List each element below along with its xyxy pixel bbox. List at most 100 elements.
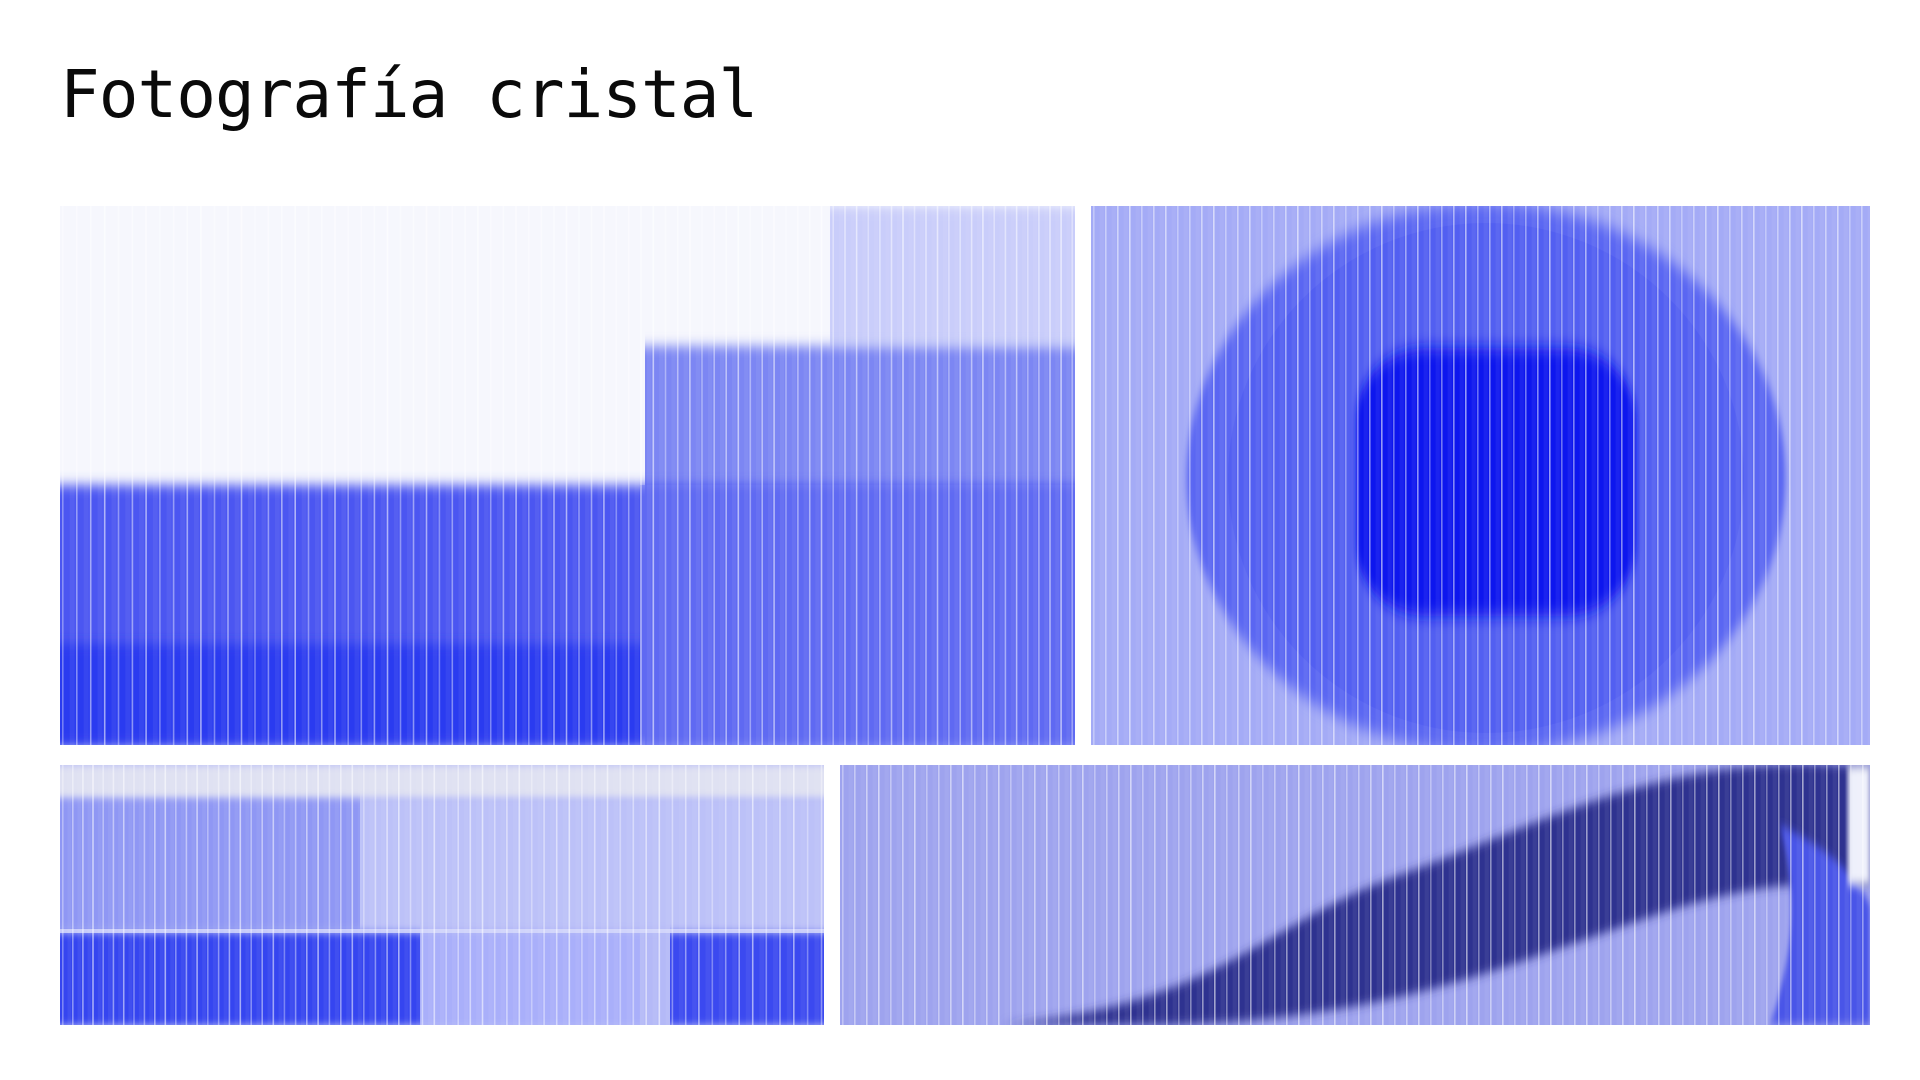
flute-highlight xyxy=(1178,765,1180,1025)
flute-sheen xyxy=(1064,765,1069,1025)
flute-sheen xyxy=(1112,765,1117,1025)
flute-highlight xyxy=(1777,206,1779,745)
flute-sheen xyxy=(1844,765,1849,1025)
flute-sheen xyxy=(992,765,997,1025)
flute-highlight xyxy=(1837,206,1839,745)
flute-sheen xyxy=(745,765,751,1025)
flute-sheen xyxy=(1544,765,1549,1025)
flute-highlight xyxy=(820,206,823,745)
flute-sheen xyxy=(695,206,700,745)
flute-highlight xyxy=(684,765,687,1025)
flute-sheen xyxy=(1604,765,1609,1025)
flute-sheen xyxy=(1795,206,1800,745)
flute-highlight xyxy=(1394,765,1396,1025)
flute-sheen xyxy=(159,765,164,1025)
flute-sheen xyxy=(1231,206,1236,745)
flute-sheen xyxy=(572,206,577,745)
flute-sheen xyxy=(1423,206,1428,745)
flute-highlight xyxy=(1285,206,1287,745)
flute-sheen xyxy=(634,206,639,745)
flute-highlight xyxy=(481,765,484,1025)
flute-sheen xyxy=(659,206,664,745)
flute-highlight xyxy=(671,765,674,1025)
flute-sheen xyxy=(1567,206,1572,745)
flute-sheen xyxy=(1268,765,1273,1025)
flute-highlight xyxy=(1346,765,1348,1025)
flute-highlight xyxy=(412,206,415,745)
flute-highlight xyxy=(175,765,177,1025)
flute-sheen xyxy=(440,765,445,1025)
flute-sheen xyxy=(1055,206,1060,745)
flute-highlight xyxy=(515,206,517,745)
flute-sheen xyxy=(1339,206,1344,745)
flute-sheen xyxy=(1123,206,1128,745)
flute-sheen xyxy=(1867,206,1870,745)
flute-sheen xyxy=(300,765,305,1025)
flute-sheen xyxy=(1207,206,1212,745)
flute-sheen xyxy=(1796,765,1801,1025)
flute-sheen xyxy=(718,765,724,1025)
flute-sheen xyxy=(1160,765,1165,1025)
page-title: Fotografía cristal xyxy=(60,56,758,133)
flute-highlight xyxy=(540,206,543,745)
flute-highlight xyxy=(1046,765,1048,1025)
flute-sheen xyxy=(1483,206,1488,745)
flute-highlight xyxy=(340,765,342,1025)
flute-sheen xyxy=(1316,765,1321,1025)
flute-highlight xyxy=(1118,765,1120,1025)
flute-sheen xyxy=(1712,765,1717,1025)
flute-sheen xyxy=(1531,206,1536,745)
flute-highlight xyxy=(207,765,209,1025)
flute-highlight xyxy=(1093,206,1095,745)
flute-highlight xyxy=(250,765,252,1025)
flute-sheen xyxy=(1580,765,1585,1025)
flute-sheen xyxy=(732,765,737,1025)
flute-sheen xyxy=(69,206,75,745)
flute-sheen xyxy=(1184,765,1189,1025)
flute-highlight xyxy=(102,765,104,1025)
flute-highlight xyxy=(725,206,727,745)
flute-highlight xyxy=(1213,206,1215,745)
flute-sheen xyxy=(87,765,92,1025)
flute-highlight xyxy=(1165,206,1167,745)
flute-sheen xyxy=(1508,765,1513,1025)
flute-sheen xyxy=(613,765,619,1025)
flute-sheen xyxy=(1208,765,1213,1025)
flute-sheen xyxy=(588,765,593,1025)
flute-sheen xyxy=(756,206,761,745)
flute-sheen xyxy=(1016,765,1021,1025)
flute-highlight xyxy=(1060,206,1062,745)
flute-sheen xyxy=(428,765,433,1025)
flute-highlight xyxy=(1237,206,1239,745)
flute-highlight xyxy=(936,206,939,745)
flute-highlight xyxy=(1321,206,1323,745)
flute-highlight xyxy=(1778,765,1780,1025)
flute-sheen xyxy=(416,765,421,1025)
flute-highlight xyxy=(1538,765,1540,1025)
flute-highlight xyxy=(986,765,988,1025)
flute-sheen xyxy=(1615,206,1620,745)
flute-sheen xyxy=(1124,765,1129,1025)
flute-highlight xyxy=(1645,206,1647,745)
flute-highlight xyxy=(590,206,593,745)
flute-sheen xyxy=(1628,765,1633,1025)
flute-highlight xyxy=(1694,765,1696,1025)
flute-highlight xyxy=(1322,765,1324,1025)
flute-highlight xyxy=(914,765,916,1025)
flute-highlight xyxy=(1790,765,1792,1025)
flute-sheen xyxy=(1459,206,1464,745)
flute-sheen xyxy=(800,765,806,1025)
flute-highlight xyxy=(1657,206,1659,745)
flute-highlight xyxy=(713,206,715,745)
flute-highlight xyxy=(855,206,858,745)
flute-highlight xyxy=(1370,765,1372,1025)
flute-sheen xyxy=(125,206,131,745)
flute-sheen xyxy=(1363,206,1368,745)
flute-sheen xyxy=(609,206,615,745)
flute-highlight xyxy=(451,206,454,745)
flute-highlight xyxy=(1105,206,1107,745)
flute-highlight xyxy=(72,765,74,1025)
flute-sheen xyxy=(1328,765,1333,1025)
flute-highlight xyxy=(1658,765,1660,1025)
